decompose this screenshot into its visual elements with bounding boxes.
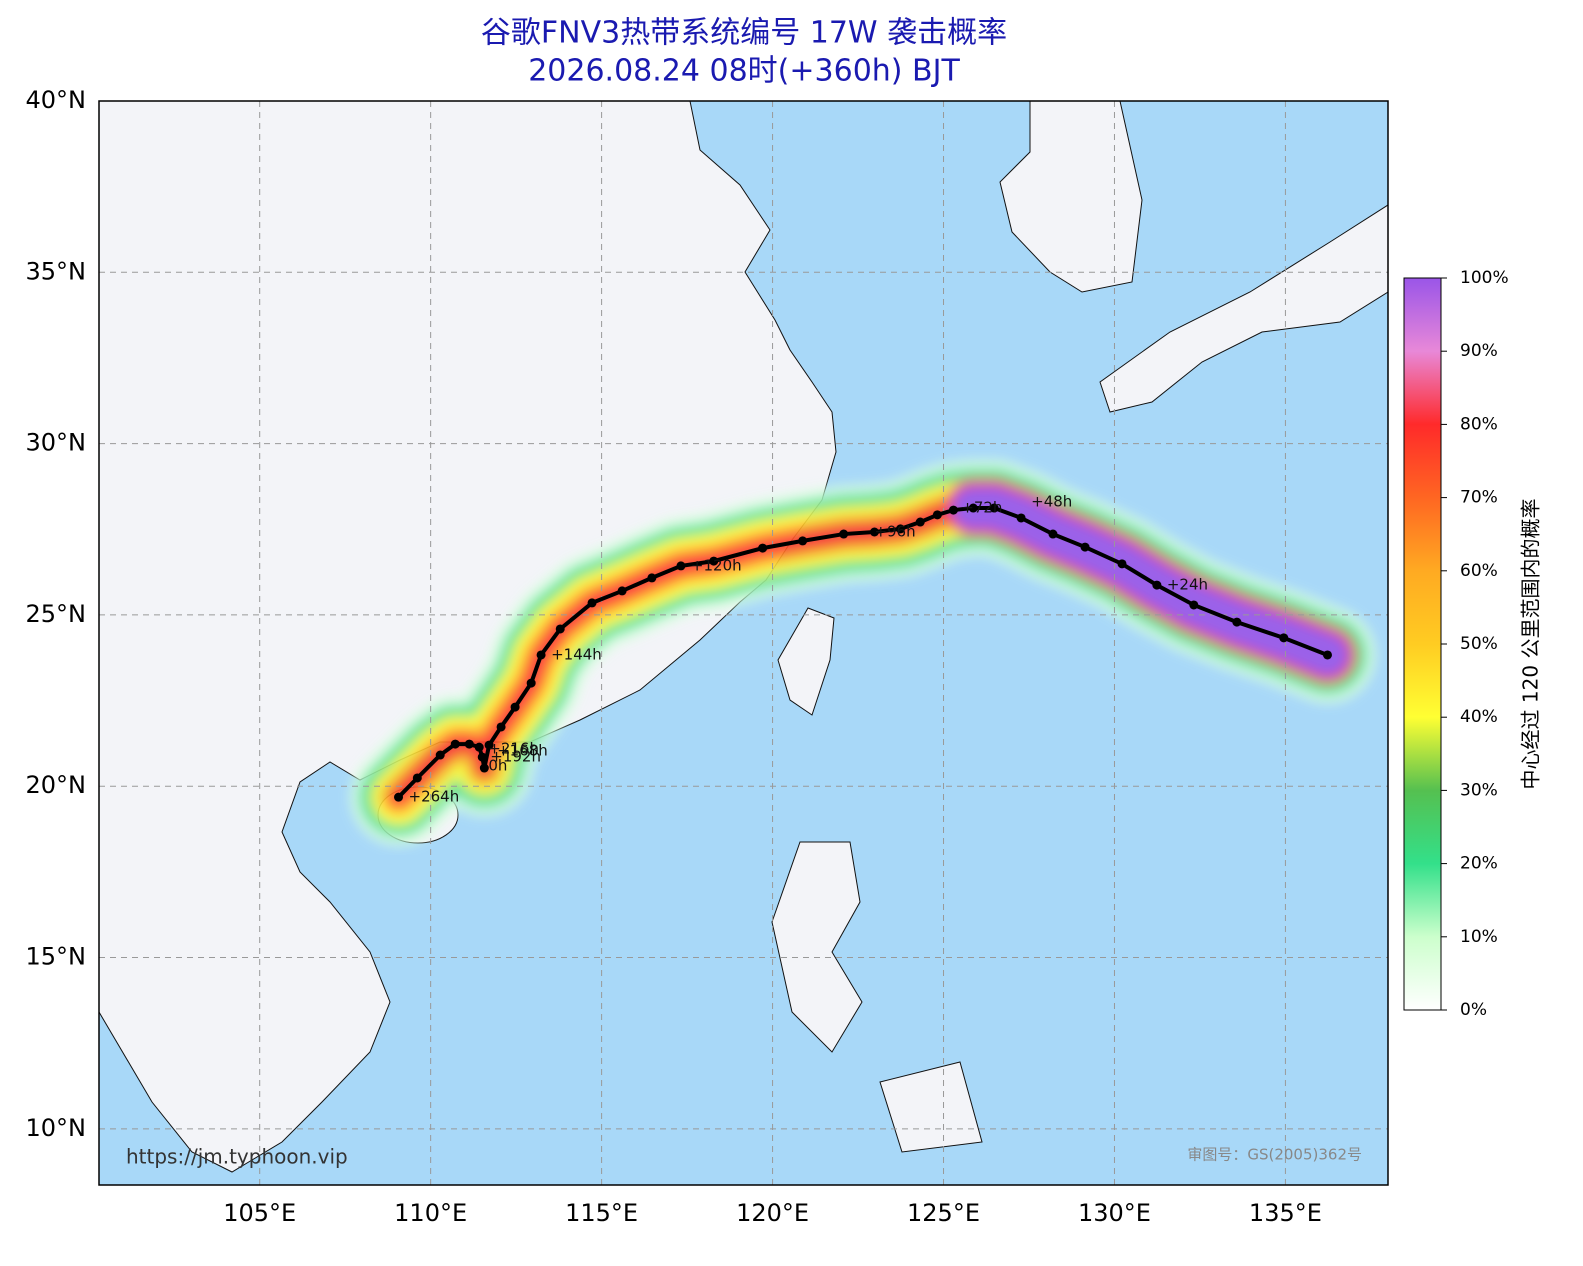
track-point: [464, 739, 474, 749]
track-point: [1016, 513, 1026, 523]
track-point: [435, 750, 445, 760]
track-point: [1048, 529, 1058, 539]
x-tick-label: 135°E: [1249, 1199, 1322, 1227]
track-point: [617, 586, 627, 596]
colorbar-tick-label: 90%: [1460, 341, 1498, 361]
track-point: [479, 763, 489, 773]
track-point: [798, 536, 808, 546]
track-point: [587, 598, 597, 608]
track-point: [526, 678, 536, 688]
track-label: +24h: [1167, 576, 1208, 594]
track-point: [477, 752, 487, 762]
y-tick-label: 10°N: [26, 1114, 87, 1142]
title: 谷歌FNV3热带系统编号 17W 袭击概率: [481, 16, 1007, 51]
colorbar-ticks: 0% 10% 20% 30% 40% 50% 60% 70% 80% 90% 100%: [1441, 268, 1509, 1020]
x-tick-label: 125°E: [907, 1199, 980, 1227]
land: [99, 101, 1388, 1173]
x-tick-label: 110°E: [394, 1199, 467, 1227]
track-point: [676, 561, 686, 571]
track-point: [948, 505, 958, 515]
y-tick-label: 35°N: [26, 257, 87, 285]
x-tick-label: 115°E: [565, 1199, 638, 1227]
colorbar-label: 中心经过 120 公里范围内的概率: [1519, 499, 1543, 790]
track: +24h +48h +72h +96h +120h +144h +168h0h+216h+1…: [394, 492, 1332, 806]
track-point: [758, 543, 768, 553]
track-label: +216h: [488, 740, 539, 758]
track-point: [450, 739, 460, 749]
track-point: [484, 740, 494, 750]
track-point: [555, 624, 565, 634]
track-point: [1189, 600, 1199, 610]
colorbar-tick-label: 10%: [1460, 927, 1498, 947]
track-point: [709, 556, 719, 566]
track-point: [510, 702, 520, 712]
y-tick-label: 15°N: [26, 943, 87, 971]
y-tick-label: 30°N: [26, 429, 87, 457]
map-area: +24h +48h +72h +96h +120h +144h +168h0h+216h+1…: [99, 101, 1388, 1185]
japan: [1099, 204, 1388, 413]
track-label: +264h: [409, 788, 460, 806]
track-point: [1080, 542, 1090, 552]
colorbar-tick-label: 70%: [1460, 488, 1498, 508]
track-label: +120h: [691, 556, 742, 574]
x-tick-label: 105°E: [223, 1199, 296, 1227]
track-point: [968, 503, 978, 513]
track-point: [1152, 580, 1162, 590]
colorbar-tick-label: 30%: [1460, 780, 1498, 800]
watermark: 审图号：GS(2005)362号: [1187, 1146, 1362, 1164]
track-label: +96h: [874, 522, 915, 540]
track-point: [915, 517, 925, 527]
x-tick-label: 130°E: [1078, 1199, 1151, 1227]
map-frame: [98, 100, 1389, 1186]
track-point: [474, 742, 484, 752]
track-label: +192h: [490, 748, 541, 766]
url: https://jm.typhoon.vip: [126, 1145, 348, 1169]
colorbar-tick-label: 80%: [1460, 414, 1498, 434]
taiwan: [777, 607, 835, 716]
track-point: [1117, 559, 1127, 569]
track-point: [869, 527, 879, 537]
track-point: [647, 573, 657, 583]
track-point: [412, 773, 422, 783]
luzon: [771, 841, 863, 1053]
track-point: [536, 650, 546, 660]
track-point: [394, 792, 404, 802]
y-tick-label: 25°N: [26, 600, 87, 628]
colorbar-tick-label: 40%: [1460, 707, 1498, 727]
track-label: +72h: [961, 499, 1002, 517]
track-label: 0h: [488, 757, 507, 775]
colorbar: [1403, 277, 1442, 1011]
subtitle: 2026.08.24 08时(+360h) BJT: [528, 54, 960, 89]
colorbar-tick-label: 20%: [1460, 854, 1498, 874]
track-point: [932, 510, 942, 520]
axes: 105°E 110°E 115°E 120°E 125°E 130°E 135°E 10°N 1…: [26, 86, 1322, 1227]
colorbar-tick-label: 0%: [1460, 1000, 1487, 1020]
colorbar-tick-label: 50%: [1460, 634, 1498, 654]
grid: [99, 101, 1388, 1185]
colorbar-tick-label: 100%: [1460, 268, 1509, 288]
y-tick-label: 40°N: [26, 86, 87, 114]
track-point: [839, 529, 849, 539]
track-label: +48h: [1031, 492, 1072, 510]
track-label: +144h: [551, 645, 602, 663]
track-point: [895, 524, 905, 534]
track-point: [1322, 650, 1332, 660]
track-point: [1232, 617, 1242, 627]
track-point: [496, 722, 506, 732]
colorbar-tick-label: 60%: [1460, 561, 1498, 581]
track-label: +168h: [497, 742, 548, 760]
x-tick-label: 120°E: [736, 1199, 809, 1227]
korea: [999, 101, 1143, 293]
track-point: [1279, 633, 1289, 643]
y-tick-label: 20°N: [26, 771, 87, 799]
track-point: [989, 503, 999, 513]
